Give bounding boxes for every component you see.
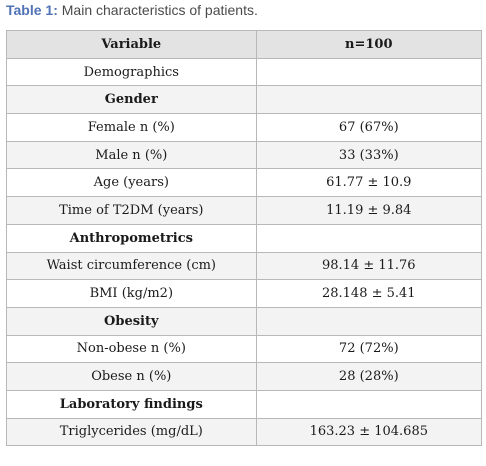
variable-cell: Age (years): [6, 168, 257, 198]
table-body: Demographics Gender Female n (%) 67 (67%) Ma…: [6, 57, 483, 447]
table-caption-text: Main characteristics of patients.: [57, 2, 258, 18]
header-variable: Variable: [6, 30, 257, 59]
value-cell: 61.77 ± 10.9: [255, 168, 483, 198]
value-cell: 98.14 ± 11.76: [255, 251, 483, 281]
table-row: Waist circumference (cm) 98.14 ± 11.76: [6, 251, 483, 281]
variable-cell: Female n (%): [6, 113, 257, 142]
value-cell: 11.19 ± 9.84: [255, 196, 483, 225]
variable-cell: Non-obese n (%): [6, 334, 257, 364]
value-cell: [255, 389, 483, 419]
patient-characteristics-table: Variable n=100 Demographics Gender Female …: [6, 30, 483, 447]
variable-cell: Waist circumference (cm): [6, 251, 257, 281]
table-caption-label: Table 1:: [6, 2, 58, 18]
value-cell: [255, 57, 483, 87]
table-row: Obesity: [6, 306, 483, 336]
variable-cell: Male n (%): [6, 140, 257, 170]
variable-cell: Demographics: [6, 57, 257, 87]
variable-cell: Laboratory findings: [6, 389, 257, 419]
table-row: Laboratory findings: [6, 389, 483, 419]
value-cell: [255, 223, 483, 253]
table-row: Anthropometrics: [6, 223, 483, 253]
variable-cell: Gender: [6, 85, 257, 115]
variable-cell: Obese n (%): [6, 362, 257, 391]
table-row: Female n (%) 67 (67%): [6, 113, 483, 142]
table-row: Obese n (%) 28 (28%): [6, 362, 483, 391]
table-row: Age (years) 61.77 ± 10.9: [6, 168, 483, 198]
variable-cell: Triglycerides (mg/dL): [6, 417, 257, 447]
header-n: n=100: [255, 30, 483, 59]
value-cell: 33 (33%): [255, 140, 483, 170]
value-cell: 28.148 ± 5.41: [255, 279, 483, 308]
value-cell: [255, 85, 483, 115]
value-cell: 28 (28%): [255, 362, 483, 391]
table-row: Demographics: [6, 57, 483, 87]
table-row: Male n (%) 33 (33%): [6, 140, 483, 170]
table-row: Gender: [6, 85, 483, 115]
value-cell: 163.23 ± 104.685: [255, 417, 483, 447]
value-cell: [255, 306, 483, 336]
value-cell: 67 (67%): [255, 113, 483, 142]
variable-cell: Time of T2DM (years): [6, 196, 257, 225]
table-row: Triglycerides (mg/dL) 163.23 ± 104.685: [6, 417, 483, 447]
table-row: BMI (kg/m2) 28.148 ± 5.41: [6, 279, 483, 308]
table-row: Time of T2DM (years) 11.19 ± 9.84: [6, 196, 483, 225]
table-header-row: Variable n=100: [6, 30, 483, 59]
table-caption: Table 1: Main characteristics of patient…: [6, 2, 258, 18]
variable-cell: Obesity: [6, 306, 257, 336]
value-cell: 72 (72%): [255, 334, 483, 364]
variable-cell: BMI (kg/m2): [6, 279, 257, 308]
table-row: Non-obese n (%) 72 (72%): [6, 334, 483, 364]
variable-cell: Anthropometrics: [6, 223, 257, 253]
